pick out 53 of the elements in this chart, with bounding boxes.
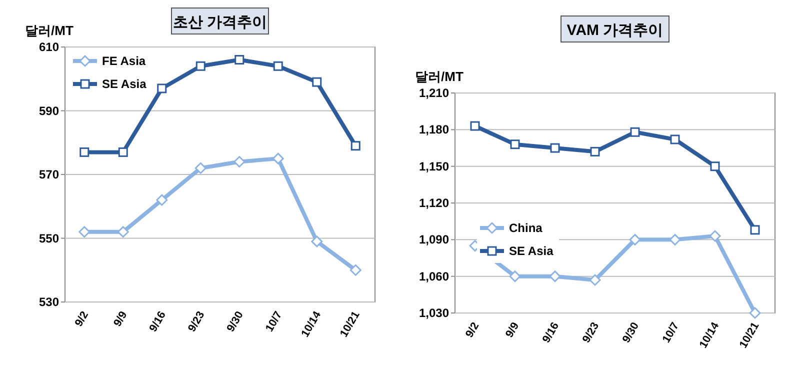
legend-label: FE Asia (102, 54, 146, 68)
y-tick-label: 590 (38, 104, 60, 118)
y-axis-title: 달러/MT (25, 23, 74, 38)
y-tick-label: 1,210 (418, 86, 450, 100)
point (550, 143, 560, 153)
point (118, 147, 128, 157)
point (470, 121, 480, 131)
point (590, 146, 600, 156)
y-tick-label: 1,120 (418, 196, 450, 210)
legend-label: SE Asia (102, 77, 147, 91)
point (272, 152, 284, 164)
y-tick-label: 1,090 (418, 232, 450, 247)
legend-label: China (509, 221, 543, 235)
point (629, 234, 641, 246)
point (311, 236, 323, 248)
legend-label: SE Asia (509, 244, 554, 258)
x-tick-label: 9/9 (112, 310, 130, 329)
point (509, 270, 521, 282)
x-tick-label: 9/9 (504, 320, 522, 340)
point (234, 55, 244, 64)
point (196, 61, 206, 71)
point (350, 141, 360, 151)
point (234, 156, 246, 168)
point (80, 147, 90, 157)
point (157, 84, 167, 94)
point (749, 307, 761, 319)
point (589, 274, 601, 286)
y-axis-title: 달러/MT (415, 69, 464, 84)
point (194, 162, 206, 174)
point (750, 225, 760, 235)
point (510, 140, 520, 150)
y-tick-label: 530 (38, 295, 60, 309)
y-tick-label: 1,150 (418, 159, 450, 174)
chart-title: 초산 가격추이 (172, 14, 268, 31)
point (709, 230, 721, 242)
y-tick-label: 1,180 (418, 122, 450, 137)
point (670, 134, 680, 144)
y-tick-label: 550 (38, 231, 60, 246)
y-tick-label: 1,030 (418, 306, 450, 320)
x-tick-label: 9/2 (72, 310, 91, 329)
point (312, 77, 322, 87)
x-tick-label: 9/2 (464, 320, 482, 340)
point (710, 162, 720, 172)
point (273, 61, 283, 71)
y-tick-label: 1,060 (418, 269, 450, 284)
y-tick-label: 610 (38, 40, 60, 54)
chart-title: VAM 가격추이 (566, 22, 664, 39)
point (630, 127, 640, 137)
point (156, 194, 168, 206)
y-tick-label: 570 (38, 168, 60, 182)
point (669, 234, 681, 246)
point (549, 270, 561, 282)
point (350, 264, 362, 276)
